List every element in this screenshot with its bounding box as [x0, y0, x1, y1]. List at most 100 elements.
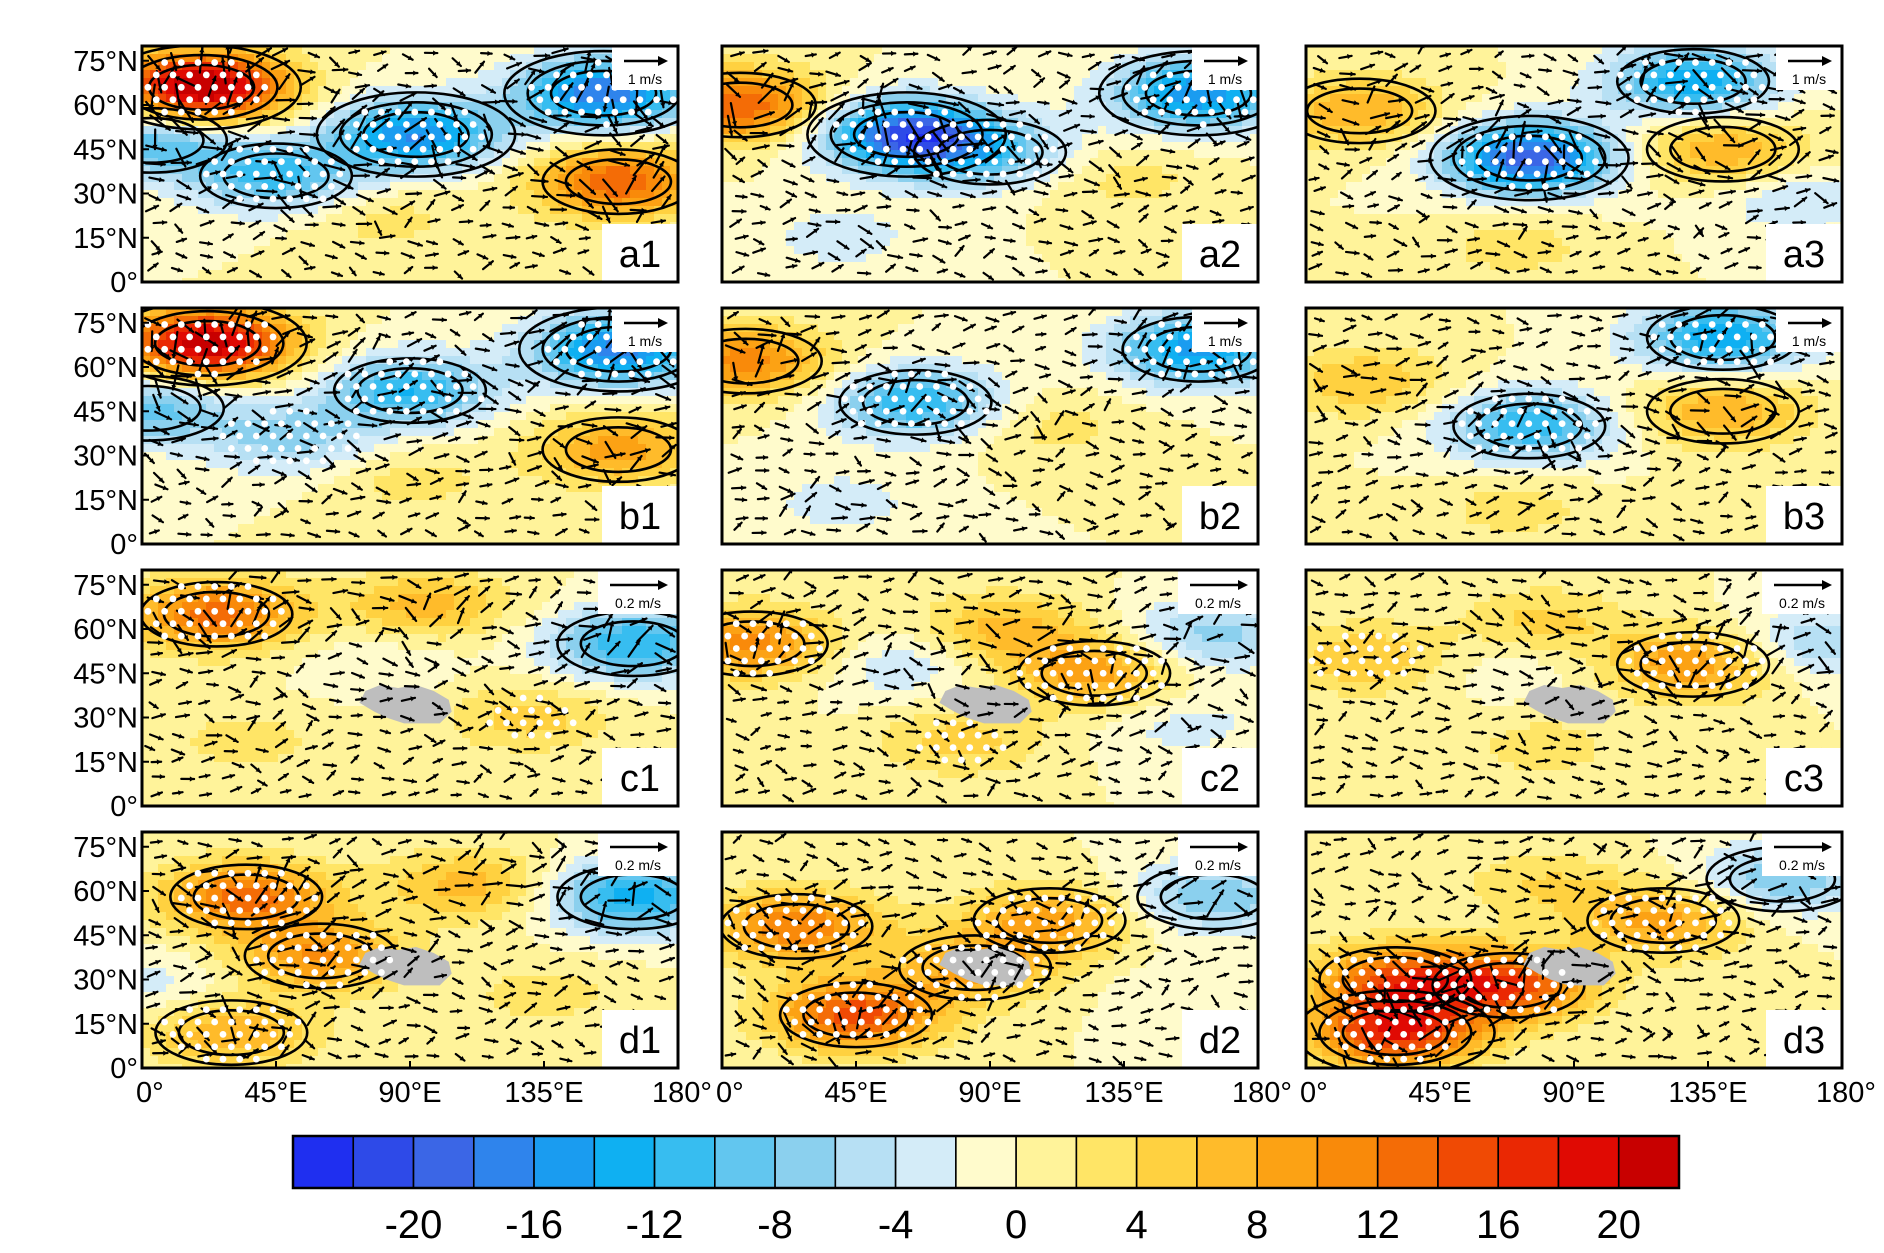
y-tick-label: 0° — [110, 791, 138, 823]
colorbar-swatch — [774, 1135, 837, 1189]
panel-frame — [1304, 306, 1844, 546]
contour-line — [503, 49, 678, 137]
colorbar-swatch — [1617, 1135, 1680, 1189]
y-tick-label: 0° — [110, 529, 138, 561]
colorbar-swatch — [714, 1135, 776, 1189]
panel-frame — [140, 306, 680, 546]
panel-a2-field: 1 m/s a2 — [722, 46, 1258, 282]
contour-line — [1645, 377, 1801, 445]
panel-label: c3 — [1766, 748, 1842, 806]
y-tick-label: 15°N — [73, 223, 138, 255]
contour-line — [142, 309, 285, 377]
colorbar-swatch — [1557, 1135, 1620, 1189]
colorbar-swatch — [834, 1135, 897, 1189]
contour-line — [541, 416, 678, 484]
y-tick-label: 75°N — [73, 570, 138, 602]
contour-line — [1306, 77, 1437, 145]
panel-label-text: d1 — [619, 1020, 661, 1062]
panel-label-text: b1 — [619, 496, 661, 538]
panel-d3: 0.2 m/s d3 0° 45°E 90°E 135°E 180° — [1300, 830, 1876, 1109]
y-tick-label: 60°N — [73, 352, 138, 384]
panel-a2: 1 m/s a2 — [720, 44, 1260, 284]
reference-vector-label: 0.2 m/s — [615, 595, 661, 611]
reference-vector: 1 m/s — [1192, 308, 1258, 352]
x-tick-label: 180° — [652, 1077, 712, 1109]
panel-d3-field: 0.2 m/s d3 — [1306, 832, 1842, 1068]
contour-line — [517, 308, 678, 393]
colorbar-swatch — [894, 1135, 957, 1189]
y-tick-label: 15°N — [73, 485, 138, 517]
colorbar-swatch — [292, 1135, 355, 1189]
reference-vector: 0.2 m/s — [1178, 570, 1258, 614]
reference-vector-label: 0.2 m/s — [1195, 595, 1241, 611]
contour-line — [1306, 989, 1496, 1068]
significance-dots — [1458, 321, 1791, 452]
significance-dots — [1308, 632, 1766, 690]
colorbar-swatch — [653, 1135, 716, 1189]
panel-frame — [720, 44, 1260, 284]
contour-line — [142, 46, 303, 131]
panel-label: b3 — [1766, 486, 1842, 544]
reference-vector: 1 m/s — [1776, 308, 1842, 352]
colorbar: -20 -16 -12 -8 -4 0 4 8 12 16 20 — [291, 1134, 1681, 1247]
panel-label: b1 — [602, 486, 678, 544]
contour-line — [972, 886, 1127, 955]
panel-label: c1 — [602, 748, 678, 806]
tibetan-plateau-mask — [359, 947, 452, 986]
colorbar-tick-label: -8 — [757, 1203, 793, 1247]
tibetan-plateau-mask — [1523, 947, 1616, 986]
colorbar-swatch — [955, 1135, 1017, 1189]
panel-a3: 1 m/s a3 — [1304, 44, 1844, 284]
x-tick-label: 45°E — [244, 1077, 307, 1109]
panel-b1: 1 m/s b1 75°N 60°N 45°N 30°N 15°N 0° — [73, 306, 680, 561]
x-tick-label: 180° — [1816, 1077, 1876, 1109]
significance-dots — [1458, 59, 1766, 190]
contour-line — [722, 892, 874, 960]
significance-dots — [144, 59, 677, 203]
reference-vector: 0.2 m/s — [1762, 832, 1842, 876]
panel-c2-field: 0.2 m/s c2 — [722, 570, 1258, 806]
y-tick-label: 15°N — [73, 747, 138, 779]
panel-b3-field: 1 m/s b3 — [1306, 308, 1842, 544]
panel-d2: 0.2 m/s d2 0° 45°E 90°E 135°E 180° — [716, 830, 1292, 1109]
y-tick-label: 45°N — [73, 134, 138, 166]
contour-line — [579, 620, 678, 668]
contour-line — [549, 69, 658, 117]
significance-dots — [1325, 894, 1733, 1063]
panel-c3: 0.2 m/s c3 — [1304, 568, 1844, 808]
y-tick-label: 0° — [110, 267, 138, 299]
reference-vector-label: 1 m/s — [628, 71, 662, 87]
panel-a1: 1 m/s a1 75°N 60°N 45°N 30°N 15°N 0° — [73, 44, 680, 299]
y-tick-label: 30°N — [73, 703, 138, 735]
contour-line — [1586, 886, 1741, 955]
wind-vectors — [144, 46, 678, 280]
reference-vector-label: 1 m/s — [1208, 333, 1242, 349]
reference-vector-label: 0.2 m/s — [1779, 595, 1825, 611]
panel-label: b2 — [1182, 486, 1258, 544]
tibetan-plateau-mask — [939, 947, 1032, 986]
panel-label-text: c2 — [1200, 758, 1240, 800]
reference-vector: 1 m/s — [1192, 46, 1258, 90]
y-tick-label: 60°N — [73, 876, 138, 908]
significance-dots — [144, 583, 577, 739]
panel-d1-field: 0.2 m/s d1 — [142, 832, 678, 1068]
panel-c2: 0.2 m/s c2 — [720, 568, 1260, 808]
reference-vector: 0.2 m/s — [598, 832, 678, 876]
colorbar-tick-label: -20 — [385, 1203, 443, 1247]
contour-line — [1639, 57, 1747, 106]
panel-d1: 0.2 m/s d1 75°N 60°N 45°N 30°N 15°N 0°0° 45°E 90°… — [73, 830, 712, 1109]
contour-line — [564, 158, 673, 206]
reference-vector: 1 m/s — [612, 308, 678, 352]
colorbar-tick-label: 20 — [1596, 1203, 1641, 1247]
panel-label: d3 — [1766, 1010, 1842, 1068]
y-tick-label: 75°N — [73, 832, 138, 864]
colorbar-tick-label: 8 — [1246, 1203, 1268, 1247]
panel-frame — [140, 44, 680, 284]
y-tick-label: 45°N — [73, 658, 138, 690]
wind-vectors — [1308, 46, 1840, 278]
reference-vector: 0.2 m/s — [598, 570, 678, 614]
panel-a1-field: 1 m/s a1 — [142, 46, 678, 282]
contour-line — [722, 71, 818, 139]
x-tick-label: 45°E — [824, 1077, 887, 1109]
